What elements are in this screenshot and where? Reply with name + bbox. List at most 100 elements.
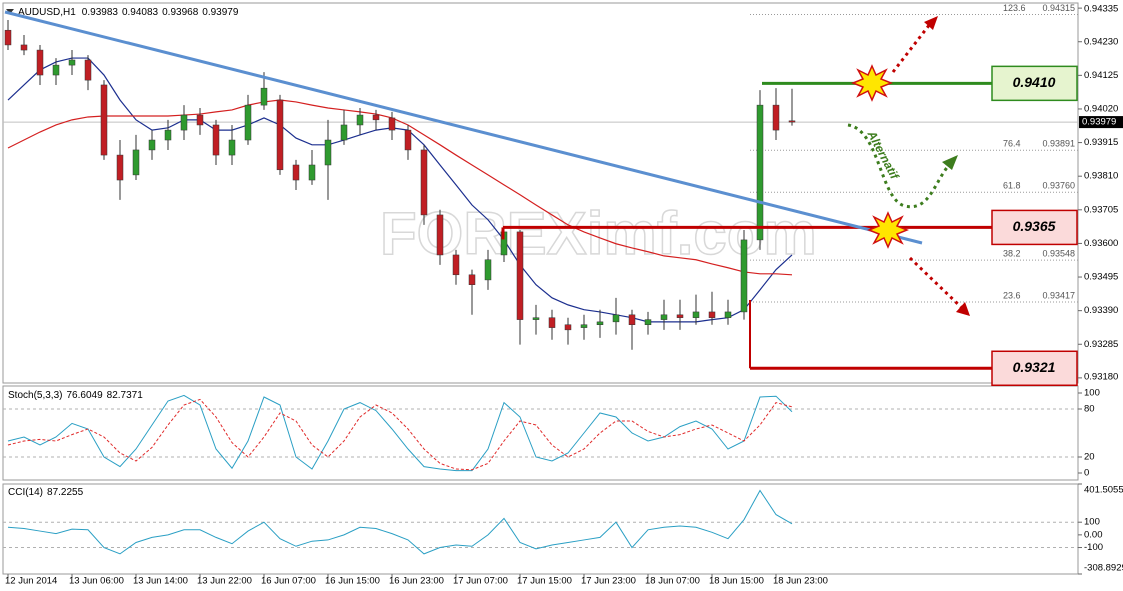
stoch-title: Stoch(5,3,3) — [8, 390, 62, 401]
candle-body — [660, 314, 668, 320]
key-level-box — [991, 65, 1078, 102]
candle-body — [4, 29, 12, 46]
candle-body — [132, 149, 140, 176]
candle-body — [180, 114, 188, 131]
candle-body — [52, 64, 60, 76]
symbol: AUDUSD,H1 — [18, 7, 76, 18]
indicator-line — [7, 489, 793, 555]
candle-body — [292, 164, 300, 181]
candle-body — [724, 311, 732, 318]
burst — [866, 211, 910, 249]
header-close: 0.93979 — [202, 7, 239, 18]
y-tick-label: 0.94230 — [1084, 36, 1118, 47]
candle-body — [244, 104, 252, 141]
y-tick-label: 0.93810 — [1084, 171, 1118, 182]
x-tick-label: 17 Jun 23:00 — [581, 576, 636, 587]
chart-header: AUDUSD,H1 0.93983 0.94083 0.93968 0.93979 — [18, 7, 239, 18]
key-level-box — [991, 209, 1078, 246]
candle-body — [164, 129, 172, 141]
x-tick-label: 18 Jun 07:00 — [645, 576, 700, 587]
candle-body — [644, 319, 652, 325]
candle-body — [100, 84, 108, 156]
fib-level: 38.2 — [1003, 248, 1021, 258]
candle-body — [692, 311, 700, 318]
trendline — [4, 10, 923, 245]
arrow-head — [942, 155, 958, 170]
moving-average — [7, 57, 793, 323]
key-level-box — [991, 350, 1078, 387]
watermark: FOREXimf.com — [380, 200, 817, 267]
candle-body — [356, 114, 364, 126]
candle-body — [148, 139, 156, 151]
y-tick-label: 0.00 — [1084, 529, 1103, 540]
y-tick-label: 0.93915 — [1084, 137, 1118, 148]
last-price-label: 0.93979 — [1082, 117, 1116, 128]
x-tick-label: 17 Jun 07:00 — [453, 576, 508, 587]
candle-body — [20, 44, 28, 51]
candle-body — [596, 321, 604, 325]
candle-body — [228, 139, 236, 156]
arrow-down — [908, 256, 964, 310]
burst — [850, 64, 894, 102]
candle-body — [628, 314, 636, 325]
candle-body — [548, 317, 556, 328]
key-level-label: 0.9410 — [1013, 74, 1056, 90]
candle-body — [676, 314, 684, 318]
y-tick-label: 80 — [1084, 404, 1095, 415]
stoch-header: Stoch(5,3,3) 76.6049 82.7371 — [8, 390, 143, 401]
candle-body — [420, 149, 428, 216]
candle-body — [324, 139, 332, 166]
y-tick-label: 0 — [1084, 468, 1089, 479]
y-tick-label: 0.93180 — [1084, 372, 1118, 383]
candle-body — [532, 317, 540, 320]
x-tick-label: 16 Jun 23:00 — [389, 576, 444, 587]
key-level-label: 0.9365 — [1013, 218, 1056, 234]
candle-body — [580, 324, 588, 328]
candle-body — [484, 259, 492, 281]
stoch-k: 76.6049 — [66, 390, 103, 401]
cci-header: CCI(14) 87.2255 — [8, 487, 84, 498]
candle-body — [308, 164, 316, 181]
candle-body — [276, 99, 284, 171]
y-tick-label: 20 — [1084, 452, 1095, 463]
x-tick-label: 13 Jun 06:00 — [69, 576, 124, 587]
cci-title: CCI(14) — [8, 487, 43, 498]
y-tick-label: 0.93495 — [1084, 272, 1118, 283]
arrow-up — [891, 23, 932, 73]
stoch-d: 82.7371 — [107, 390, 144, 401]
y-tick-label: 0.93600 — [1084, 238, 1118, 249]
y-tick-label: 100 — [1084, 388, 1100, 399]
key-level-label: 0.9321 — [1013, 359, 1056, 375]
x-tick-label: 13 Jun 22:00 — [197, 576, 252, 587]
y-tick-label: 0.93390 — [1084, 305, 1118, 316]
indicator-line — [7, 394, 793, 472]
candle-body — [740, 239, 748, 313]
fib-level: 23.6 — [1003, 290, 1021, 300]
moving-average — [7, 99, 793, 276]
fib-level: 123.6 — [1003, 3, 1026, 13]
candle-body — [772, 104, 780, 131]
candle-body — [756, 104, 764, 241]
arrow-head — [924, 16, 938, 30]
candle-body — [68, 59, 76, 66]
fib-price: 0.93548 — [1042, 248, 1075, 258]
header-open: 0.93983 — [82, 7, 119, 18]
candle-body — [788, 120, 796, 123]
menu-triangle[interactable] — [6, 9, 14, 14]
candle-body — [340, 124, 348, 141]
x-tick-label: 16 Jun 07:00 — [261, 576, 316, 587]
x-tick-label: 12 Jun 2014 — [5, 576, 57, 587]
y-tick-label: 100 — [1084, 517, 1100, 528]
y-tick-label: 0.94125 — [1084, 70, 1118, 81]
header-low: 0.93968 — [162, 7, 199, 18]
stoch-panel — [2, 385, 1079, 481]
candle-body — [372, 114, 380, 121]
cci-value: 87.2255 — [47, 487, 84, 498]
candle-body — [404, 129, 412, 151]
last-price-tag — [1079, 116, 1123, 129]
candle-body — [116, 154, 124, 181]
alternative-path — [847, 123, 952, 209]
candle-body — [36, 49, 44, 76]
y-tick-label: 0.93285 — [1084, 339, 1118, 350]
